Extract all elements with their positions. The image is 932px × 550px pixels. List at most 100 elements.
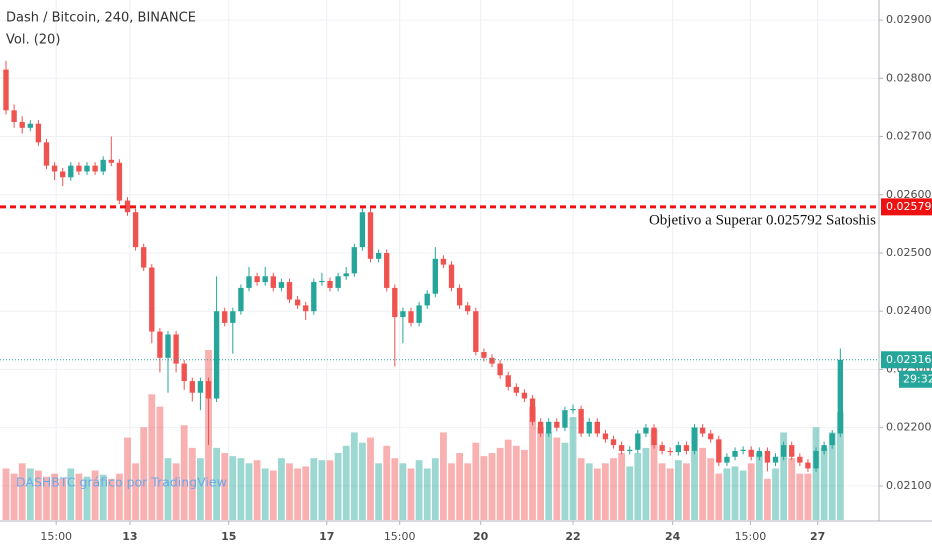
volume-bar bbox=[302, 466, 310, 520]
candle-body bbox=[189, 381, 195, 393]
volume-bar bbox=[83, 476, 91, 520]
candle-body bbox=[327, 280, 333, 288]
volume-bar bbox=[496, 447, 504, 520]
countdown-label: 29:32 bbox=[903, 372, 932, 385]
candle-body bbox=[27, 123, 33, 128]
volume-bar bbox=[91, 470, 99, 520]
candle-body bbox=[238, 287, 244, 312]
volume-bar bbox=[375, 463, 383, 520]
candle-body bbox=[627, 449, 633, 451]
volume-bar bbox=[626, 466, 634, 520]
volume-bar bbox=[245, 463, 253, 520]
volume-bar bbox=[75, 473, 83, 520]
candle-body bbox=[805, 462, 811, 469]
volume-bar bbox=[804, 473, 812, 520]
volume-bar bbox=[739, 470, 747, 520]
volume-bar bbox=[213, 447, 221, 520]
volume-bar bbox=[18, 463, 26, 520]
candle-body bbox=[157, 331, 163, 358]
candle-body bbox=[602, 433, 609, 440]
volume-bar bbox=[683, 463, 690, 520]
candle-body bbox=[384, 252, 390, 288]
volume-bar bbox=[383, 445, 391, 520]
candle-body bbox=[756, 450, 763, 457]
candle-body bbox=[124, 200, 131, 213]
volume-bar bbox=[812, 427, 820, 520]
volume-bar bbox=[820, 447, 828, 520]
volume-bar bbox=[334, 453, 342, 520]
chart-title: Dash / Bitcoin, 240, BINANCE bbox=[6, 11, 196, 26]
candle-body bbox=[343, 273, 349, 277]
candle-body bbox=[667, 450, 673, 453]
volume-bar bbox=[464, 463, 472, 520]
x-tick-label: 15:00 bbox=[40, 530, 72, 543]
candle-body bbox=[165, 334, 171, 358]
volume-bar bbox=[634, 453, 642, 520]
candle-body bbox=[246, 276, 252, 288]
volume-bar bbox=[407, 468, 415, 520]
volume-bar bbox=[772, 468, 779, 520]
candle-body bbox=[149, 267, 155, 332]
volume-bar bbox=[723, 468, 731, 520]
volume-bar bbox=[253, 460, 261, 520]
candle-body bbox=[465, 305, 471, 312]
volume-bar bbox=[342, 445, 350, 520]
candle-body bbox=[60, 171, 66, 178]
volume-bar bbox=[415, 460, 423, 520]
volume-bar bbox=[731, 466, 739, 520]
volume-bar bbox=[431, 458, 439, 520]
candle-body bbox=[489, 357, 495, 364]
candle-body bbox=[570, 409, 576, 411]
candle-body bbox=[408, 311, 414, 323]
candle-body bbox=[116, 162, 123, 201]
volume-bar bbox=[537, 427, 545, 520]
candle-body bbox=[51, 165, 58, 172]
candle-body bbox=[748, 449, 754, 457]
last-price-box bbox=[881, 351, 932, 369]
candle-body bbox=[367, 212, 374, 259]
candle-body bbox=[473, 311, 479, 352]
volume-bar bbox=[180, 425, 188, 520]
candle-body bbox=[610, 439, 617, 446]
candle-body bbox=[594, 421, 600, 434]
volume-bar bbox=[326, 460, 334, 520]
volume-bar bbox=[124, 437, 131, 520]
volume-bar bbox=[237, 458, 245, 520]
volume-bar bbox=[504, 439, 512, 520]
annotation: Objetivo a Superar 0.025792 Satoshis bbox=[649, 212, 876, 228]
target-price-box bbox=[881, 198, 932, 216]
volume-bar bbox=[715, 473, 723, 520]
candle-body bbox=[740, 449, 746, 451]
volume-bar bbox=[67, 468, 75, 520]
candle-body bbox=[505, 375, 511, 387]
volume-bar bbox=[828, 432, 836, 520]
candle-body bbox=[683, 445, 690, 451]
candle-body bbox=[68, 165, 74, 178]
candle-body bbox=[432, 258, 438, 294]
candle-body bbox=[440, 258, 447, 265]
volume-bar bbox=[472, 442, 480, 520]
volume-bar bbox=[529, 406, 536, 520]
volume-bar bbox=[26, 468, 34, 520]
candle-body bbox=[643, 427, 649, 434]
candle-body bbox=[586, 421, 592, 434]
indicator-label: Vol. (20) bbox=[6, 33, 60, 48]
volume-bar bbox=[593, 468, 601, 520]
countdown-box bbox=[899, 370, 932, 388]
candle-body bbox=[699, 427, 706, 434]
candle-body bbox=[35, 123, 42, 143]
time-axis-bg bbox=[0, 521, 932, 550]
x-tick-label: 15 bbox=[221, 530, 236, 543]
candle-body bbox=[513, 386, 519, 393]
volume-bar bbox=[286, 463, 293, 520]
volume-bar bbox=[318, 460, 326, 520]
candle-body bbox=[262, 276, 268, 283]
volume-bar bbox=[391, 458, 399, 520]
volume-bar bbox=[148, 394, 156, 520]
x-tick-label: 13 bbox=[122, 530, 137, 543]
volume-bar bbox=[674, 460, 682, 520]
candle-body bbox=[732, 450, 738, 457]
candle-body bbox=[764, 450, 771, 463]
